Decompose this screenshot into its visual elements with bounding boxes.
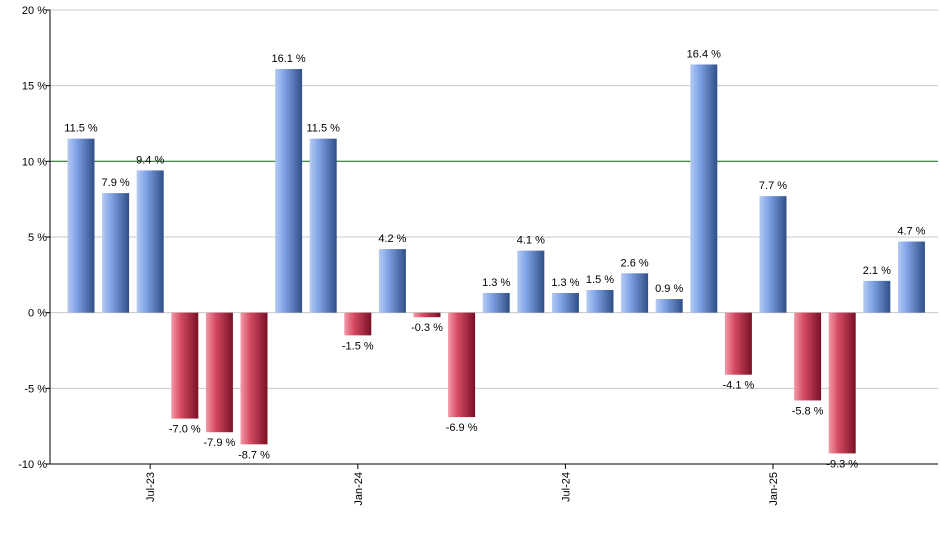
bar (378, 249, 406, 313)
bar (621, 273, 649, 313)
y-tick-label: -5 % (24, 383, 47, 395)
bar-value-label: -4.1 % (723, 380, 755, 392)
bar-value-label: 16.1 % (271, 53, 305, 65)
bar (136, 170, 164, 313)
bar (205, 312, 233, 433)
bars (67, 64, 925, 454)
bar-value-label: -5.8 % (792, 405, 824, 417)
bar-value-label: 0.9 % (655, 283, 683, 295)
bar-value-label: 16.4 % (687, 48, 721, 60)
bar-value-label: -7.9 % (204, 437, 236, 449)
bar-value-label: 2.1 % (863, 265, 891, 277)
bar-value-label: 4.2 % (378, 233, 406, 245)
y-tick-label: 20 % (22, 5, 47, 17)
bar (102, 193, 130, 313)
bar (690, 64, 718, 313)
y-tick-label: -10 % (18, 459, 47, 471)
bar-value-label: -6.9 % (446, 422, 478, 434)
bar (655, 299, 683, 313)
bar-value-label: -1.5 % (342, 340, 374, 352)
bar (275, 69, 303, 313)
bar (309, 138, 337, 313)
bar-value-label: 1.5 % (586, 274, 614, 286)
bar-value-label: 1.3 % (551, 277, 579, 289)
y-tick-label: 15 % (22, 81, 47, 93)
bar (897, 241, 925, 313)
x-tick-label: Jan-24 (353, 472, 365, 506)
bar (863, 280, 891, 313)
x-tick-label: Jul-23 (145, 472, 157, 502)
y-tick-label: 5 % (28, 232, 47, 244)
bar-value-label: -0.3 % (411, 322, 443, 334)
bar (794, 312, 822, 401)
bar-value-label: 1.3 % (482, 277, 510, 289)
bar-value-label: 9.4 % (136, 154, 164, 166)
bar-value-label: 4.7 % (897, 226, 925, 238)
bar (482, 292, 510, 313)
bar-value-label: 4.1 % (517, 235, 545, 247)
bar (724, 312, 752, 375)
bar (759, 196, 787, 313)
bar-value-label: 7.7 % (759, 180, 787, 192)
y-tick-label: 10 % (22, 156, 47, 168)
bar (240, 312, 268, 445)
bar-value-label: 11.5 % (64, 123, 98, 135)
bar (448, 312, 476, 418)
axes: 20 % 15 % 10 % 5 % 0 % -5 % -10 % Jul-23 Jan-24 J… (18, 5, 938, 506)
bar-value-label: -8.7 % (238, 449, 270, 461)
y-tick-label: 0 % (28, 308, 47, 320)
x-tick-label: Jul-24 (560, 472, 572, 502)
bar (413, 312, 441, 318)
bar-value-label: 11.5 % (306, 123, 340, 135)
bar-value-label: 7.9 % (102, 177, 130, 189)
bar (344, 312, 372, 336)
bar-value-label: 2.6 % (621, 257, 649, 269)
bar (171, 312, 199, 419)
data-labels: 11.5 % 7.9 % 9.4 % -7.0 %-7.9 %-8.7 % 16.1 %… (64, 48, 925, 470)
bar (551, 292, 579, 313)
bar (586, 289, 614, 313)
bar (517, 250, 545, 313)
x-tick-label: Jan-25 (768, 472, 780, 506)
bar-value-label: -7.0 % (169, 424, 201, 436)
bar (67, 138, 95, 313)
bar (828, 312, 856, 454)
